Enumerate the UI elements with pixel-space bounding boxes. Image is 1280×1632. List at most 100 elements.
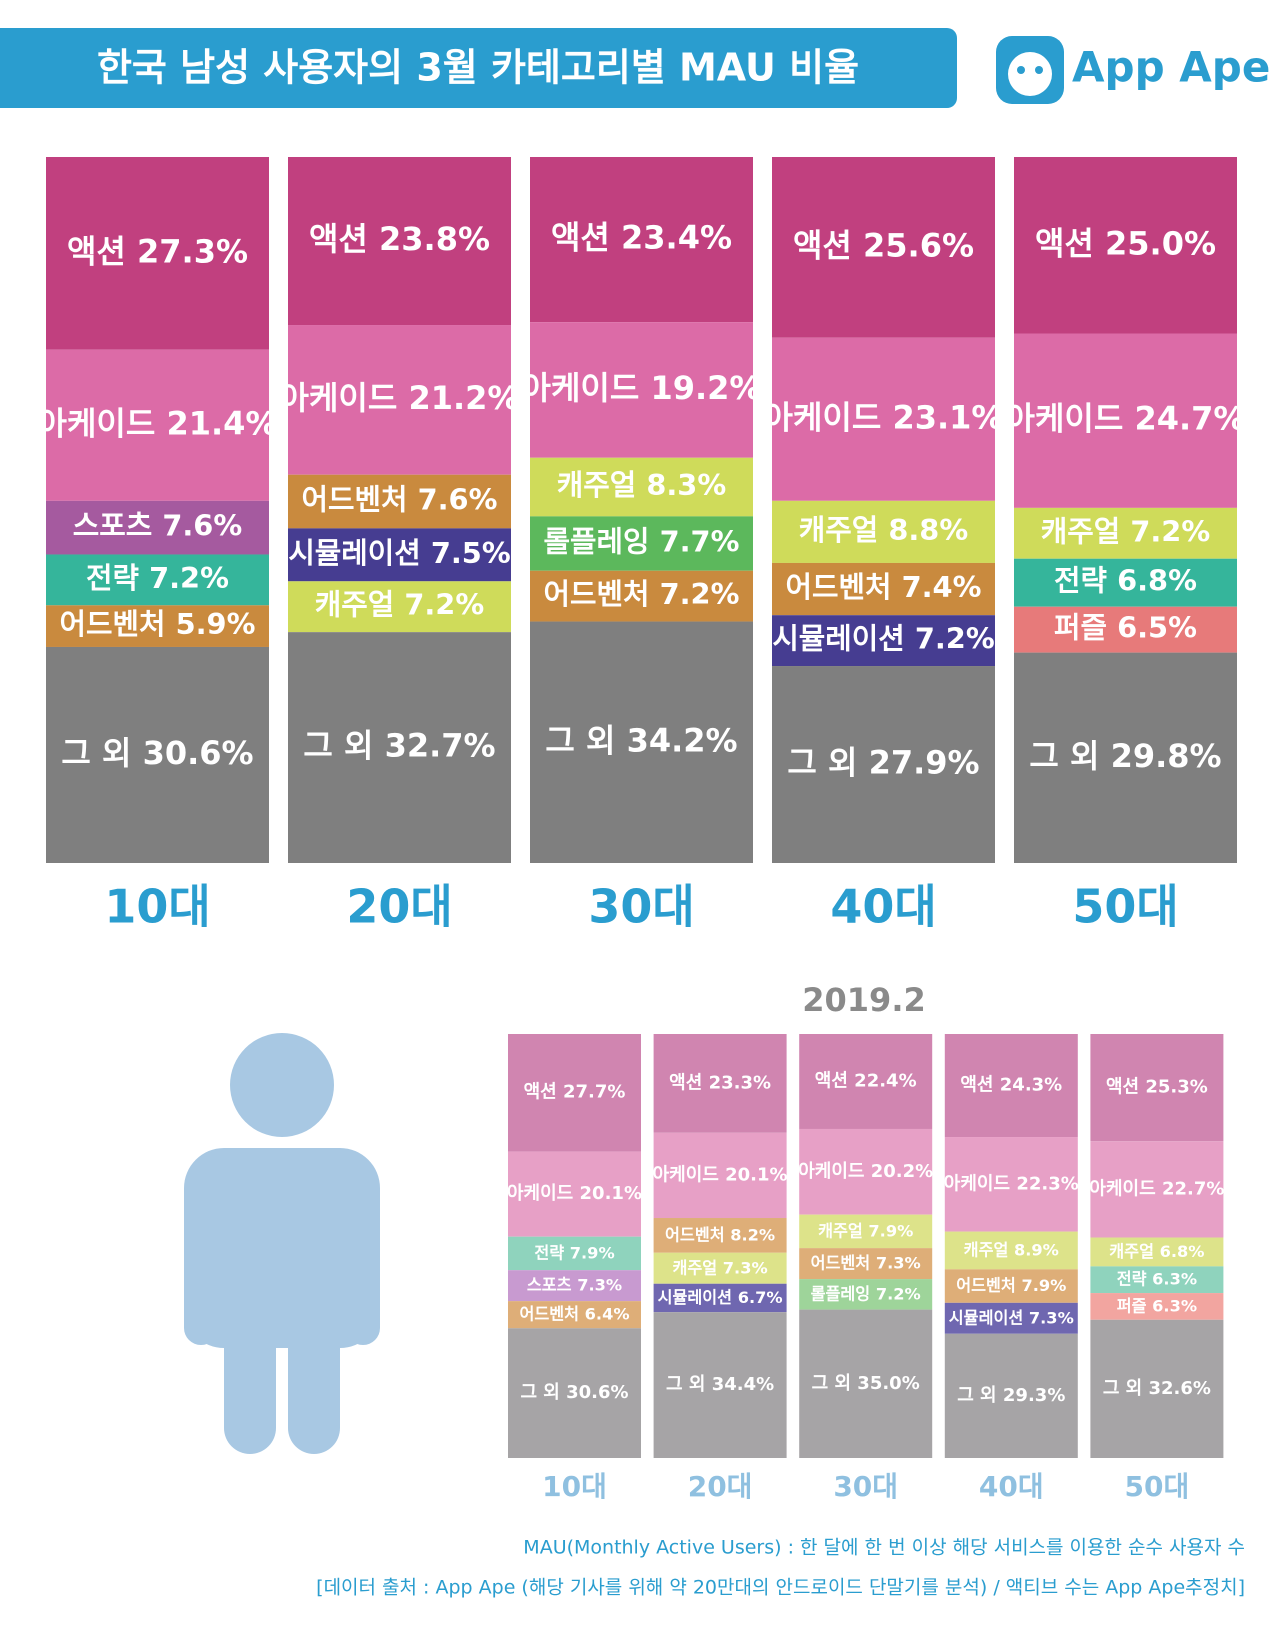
- segment-value: 32.6%: [1149, 1378, 1211, 1399]
- segment-label: 캐주얼 8.8%: [799, 513, 968, 547]
- segment-label: 어드벤처 6.4%: [519, 1304, 629, 1323]
- x-tick-label: 20대: [688, 1470, 753, 1503]
- segment-label: 어드벤처 8.2%: [665, 1225, 775, 1244]
- segment-value: 7.4%: [902, 570, 982, 604]
- segment-label: 그 외 30.6%: [520, 1382, 628, 1403]
- bar-segment: [1014, 157, 1237, 334]
- segment-name: 그 외: [303, 727, 373, 765]
- x-tick-label: 10대: [104, 880, 210, 934]
- bar-segment: [1014, 333, 1237, 508]
- bar-segment: [508, 1236, 641, 1271]
- x-tick-label: 50대: [1072, 880, 1178, 934]
- bar-segment: [799, 1309, 933, 1458]
- segment-value: 6.7%: [738, 1287, 783, 1306]
- segment-name: 액션: [551, 219, 610, 257]
- segment-value: 6.3%: [1152, 1269, 1197, 1288]
- x-tick-label: 20대: [346, 880, 452, 934]
- segment-value: 7.2%: [1130, 514, 1210, 548]
- bar-segment: [653, 1034, 787, 1133]
- segment-name: 퍼즐: [1117, 1296, 1147, 1315]
- bar-segment: [1090, 1319, 1224, 1458]
- segment-label: 퍼즐 6.5%: [1054, 611, 1197, 645]
- bar-segment: [1090, 1141, 1224, 1238]
- segment-value: 7.9%: [570, 1243, 615, 1262]
- bar-segment: [799, 1248, 933, 1280]
- segment-value: 7.6%: [418, 483, 498, 517]
- bar-segment: [530, 157, 753, 323]
- segment-name: 캐주얼: [557, 468, 636, 502]
- person-leg: [224, 1280, 276, 1454]
- segment-value: 25.6%: [863, 226, 974, 264]
- segment-name: 아케이드: [764, 398, 882, 436]
- bar-segment: [508, 1151, 641, 1237]
- segment-label: 액션 27.7%: [524, 1082, 626, 1103]
- segment-name: 퍼즐: [1054, 611, 1107, 645]
- bar-segment: [46, 500, 269, 555]
- segment-value: 6.4%: [585, 1304, 630, 1323]
- segment-value: 23.1%: [892, 398, 1003, 436]
- segment-name: 액션: [669, 1072, 702, 1093]
- segment-name: 어드벤처: [665, 1225, 725, 1244]
- segment-value: 7.9%: [868, 1221, 913, 1240]
- segment-label: 아케이드 22.7%: [1089, 1178, 1224, 1199]
- chart-title: 2019.2: [802, 981, 925, 1019]
- bar-segment: [1090, 1293, 1224, 1320]
- segment-label: 캐주얼 8.9%: [964, 1240, 1059, 1259]
- segment-value: 23.4%: [621, 219, 732, 257]
- segment-name: 시뮬레이션: [949, 1308, 1023, 1327]
- segment-name: 그 외: [545, 721, 615, 759]
- segment-name: 아케이드: [507, 1183, 573, 1204]
- bar-segment: [46, 157, 269, 350]
- segment-label: 액션 23.8%: [309, 220, 490, 258]
- segment-label: 어드벤처 5.9%: [60, 607, 256, 641]
- segment-value: 22.3%: [1016, 1173, 1078, 1194]
- segment-name: 액션: [815, 1070, 848, 1091]
- segment-name: 아케이드: [1089, 1178, 1155, 1199]
- segment-value: 30.6%: [566, 1382, 628, 1403]
- bar-segment: [944, 1034, 1078, 1138]
- bar-segment: [944, 1269, 1078, 1303]
- segment-name: 아케이드: [522, 369, 640, 407]
- segment-name: 캐주얼: [672, 1258, 717, 1277]
- segment-label: 어드벤처 7.4%: [786, 570, 982, 604]
- segment-label: 액션 25.6%: [793, 226, 974, 264]
- segment-name: 캐주얼: [799, 513, 878, 547]
- segment-value: 25.0%: [1105, 224, 1216, 262]
- logo-eye: [1017, 66, 1025, 74]
- bar-segment: [508, 1301, 641, 1329]
- bar-segment: [653, 1252, 787, 1284]
- bar-segment: [653, 1132, 787, 1219]
- segment-value: 8.8%: [888, 513, 968, 547]
- bar-segment: [46, 646, 269, 863]
- segment-name: 그 외: [520, 1382, 559, 1403]
- segment-name: 어드벤처: [786, 570, 892, 604]
- logo-eye: [1035, 66, 1043, 74]
- segment-label: 그 외 29.3%: [957, 1385, 1065, 1406]
- segment-label: 어드벤처 7.6%: [302, 483, 498, 517]
- segment-label: 캐주얼 8.3%: [557, 468, 726, 502]
- segment-name: 전략: [1054, 564, 1107, 598]
- segment-name: 어드벤처: [302, 483, 408, 517]
- bar-segment: [288, 325, 511, 475]
- segment-value: 6.8%: [1160, 1241, 1205, 1260]
- bar-segment: [530, 457, 753, 517]
- bar-segment: [288, 528, 511, 582]
- bar-segment: [772, 666, 995, 863]
- segment-label: 그 외 34.4%: [666, 1374, 774, 1395]
- x-tick-label: 40대: [979, 1470, 1044, 1503]
- segment-label: 아케이드 21.2%: [280, 379, 520, 417]
- segment-label: 스포츠 7.6%: [73, 509, 242, 543]
- segment-value: 20.1%: [580, 1183, 642, 1204]
- bar-segment: [799, 1034, 933, 1129]
- segment-label: 롤플레잉 7.2%: [811, 1284, 921, 1303]
- segment-name: 스포츠: [527, 1275, 572, 1294]
- segment-value: 7.3%: [1029, 1308, 1074, 1327]
- bar-segment: [530, 570, 753, 622]
- segment-name: 아케이드: [653, 1164, 719, 1185]
- segment-label: 시뮬레이션 7.3%: [949, 1308, 1074, 1327]
- segment-value: 24.3%: [1000, 1075, 1062, 1096]
- segment-label: 액션 23.4%: [551, 219, 732, 257]
- segment-value: 27.7%: [563, 1082, 625, 1103]
- segment-name: 캐주얼: [1109, 1241, 1154, 1260]
